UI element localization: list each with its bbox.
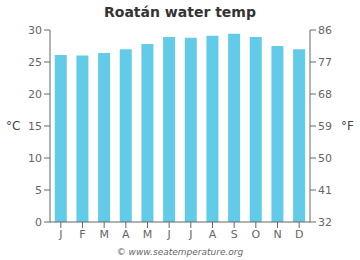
svg-text:°C: °C xyxy=(8,119,20,133)
svg-text:°F: °F xyxy=(341,119,352,133)
svg-text:O: O xyxy=(251,228,260,241)
svg-text:M: M xyxy=(99,228,109,241)
svg-text:J: J xyxy=(167,228,171,241)
svg-text:32: 32 xyxy=(318,216,332,229)
svg-text:J: J xyxy=(188,228,192,241)
svg-text:J: J xyxy=(58,228,62,241)
svg-text:0: 0 xyxy=(35,216,42,229)
svg-text:D: D xyxy=(295,228,303,241)
svg-text:A: A xyxy=(209,228,217,241)
svg-text:F: F xyxy=(79,228,85,241)
svg-text:5: 5 xyxy=(35,184,42,197)
svg-text:77: 77 xyxy=(318,56,332,69)
svg-text:50: 50 xyxy=(318,152,332,165)
svg-text:A: A xyxy=(122,228,130,241)
svg-text:10: 10 xyxy=(28,152,42,165)
svg-text:M: M xyxy=(143,228,153,241)
svg-text:30: 30 xyxy=(28,24,42,37)
svg-text:59: 59 xyxy=(318,120,332,133)
html-text:© www.seatemperature.org: © www.seatemperature.org xyxy=(116,247,244,257)
svg-text:25: 25 xyxy=(28,56,42,69)
svg-text:86: 86 xyxy=(318,24,332,37)
html-text:Roatán water temp: Roatán water temp xyxy=(104,4,256,20)
svg-text:20: 20 xyxy=(28,88,42,101)
svg-text:68: 68 xyxy=(318,88,332,101)
svg-text:S: S xyxy=(231,228,238,241)
svg-text:N: N xyxy=(273,228,281,241)
svg-text:41: 41 xyxy=(318,184,332,197)
svg-text:15: 15 xyxy=(28,120,42,133)
